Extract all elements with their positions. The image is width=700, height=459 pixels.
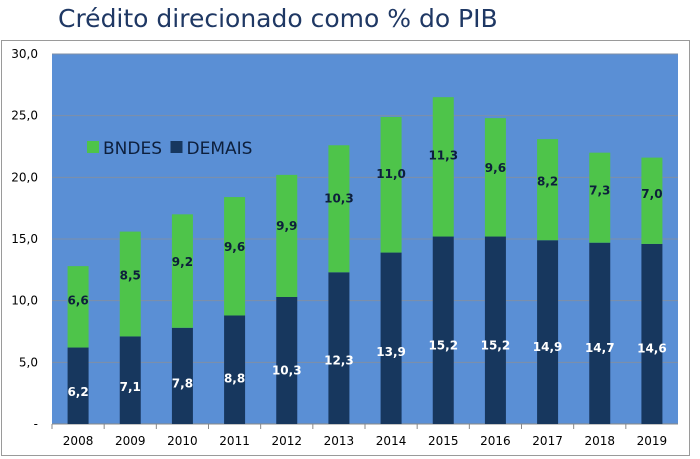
chart-title: Crédito direcionado como % do PIB bbox=[58, 4, 498, 33]
bar-bndes bbox=[484, 118, 506, 237]
x-tick-label: 2009 bbox=[115, 434, 146, 448]
data-label-bndes: 9,2 bbox=[172, 255, 193, 269]
data-label-bndes: 7,0 bbox=[641, 187, 662, 201]
bar-demais bbox=[119, 336, 141, 424]
data-label-demais: 12,3 bbox=[324, 353, 354, 367]
data-label-bndes: 10,3 bbox=[324, 192, 354, 206]
x-tick-label: 2019 bbox=[637, 434, 668, 448]
data-label-demais: 8,8 bbox=[224, 371, 245, 385]
data-label-demais: 14,7 bbox=[585, 341, 615, 355]
y-tick-label: 25,0 bbox=[11, 109, 38, 123]
data-label-demais: 10,3 bbox=[272, 364, 302, 378]
bar-bndes bbox=[276, 174, 298, 297]
data-label-demais: 13,9 bbox=[376, 345, 406, 359]
bar-bndes bbox=[171, 214, 193, 328]
data-label-bndes: 9,6 bbox=[485, 161, 506, 175]
x-tick-label: 2010 bbox=[167, 434, 198, 448]
x-tick-label: 2014 bbox=[376, 434, 407, 448]
bar-demais bbox=[171, 327, 193, 424]
data-label-bndes: 11,3 bbox=[428, 149, 458, 163]
x-tick-label: 2016 bbox=[480, 434, 511, 448]
data-label-bndes: 6,6 bbox=[67, 293, 88, 307]
bar-demais bbox=[67, 347, 89, 424]
bar-demais bbox=[380, 252, 402, 424]
legend-label-demais: DEMAIS bbox=[187, 139, 253, 159]
bar-demais bbox=[641, 243, 663, 424]
bar-demais bbox=[484, 236, 506, 424]
data-label-demais: 14,9 bbox=[533, 340, 563, 354]
data-label-bndes: 8,5 bbox=[120, 269, 141, 283]
bar-demais bbox=[276, 296, 298, 424]
data-label-demais: 7,8 bbox=[172, 377, 193, 391]
data-label-bndes: 9,9 bbox=[276, 219, 297, 233]
data-label-demais: 15,2 bbox=[428, 338, 458, 352]
bar-bndes bbox=[432, 97, 454, 237]
y-tick-label: 20,0 bbox=[11, 170, 38, 184]
data-label-bndes: 7,3 bbox=[589, 183, 610, 197]
data-label-bndes: 9,6 bbox=[224, 240, 245, 254]
bar-bndes bbox=[589, 152, 611, 243]
x-tick-label: 2011 bbox=[219, 434, 250, 448]
bar-bndes bbox=[328, 145, 350, 273]
x-tick-label: 2015 bbox=[428, 434, 459, 448]
bar-bndes bbox=[380, 116, 402, 253]
data-label-demais: 14,6 bbox=[637, 341, 667, 355]
bar-bndes bbox=[119, 231, 141, 337]
x-tick-label: 2008 bbox=[63, 434, 94, 448]
legend-label-bndes: BNDES bbox=[103, 139, 162, 159]
data-label-demais: 15,2 bbox=[481, 338, 511, 352]
bar-bndes bbox=[537, 139, 559, 241]
y-tick-label: 15,0 bbox=[11, 232, 38, 246]
data-label-demais: 7,1 bbox=[120, 380, 141, 394]
x-tick-label: 2018 bbox=[584, 434, 615, 448]
bar-demais bbox=[432, 236, 454, 424]
y-tick-label: - bbox=[34, 417, 38, 431]
x-tick-label: 2013 bbox=[324, 434, 355, 448]
data-label-bndes: 8,2 bbox=[537, 175, 558, 189]
y-tick-label: 30,0 bbox=[11, 47, 38, 61]
bar-bndes bbox=[641, 157, 663, 244]
legend-swatch-demais bbox=[170, 141, 183, 153]
y-tick-label: 10,0 bbox=[11, 294, 38, 308]
data-label-demais: 6,2 bbox=[67, 385, 88, 399]
chart-frame bbox=[1, 40, 690, 456]
bar-bndes bbox=[224, 197, 246, 316]
y-tick-label: 5,0 bbox=[19, 355, 38, 369]
bar-demais bbox=[589, 242, 611, 424]
bar-demais bbox=[224, 315, 246, 424]
x-tick-label: 2012 bbox=[271, 434, 302, 448]
data-label-bndes: 11,0 bbox=[376, 167, 406, 181]
bar-demais bbox=[537, 240, 559, 424]
x-tick-label: 2017 bbox=[532, 434, 563, 448]
legend-swatch-bndes bbox=[87, 141, 99, 153]
bar-bndes bbox=[67, 266, 89, 348]
bar-demais bbox=[328, 272, 350, 424]
